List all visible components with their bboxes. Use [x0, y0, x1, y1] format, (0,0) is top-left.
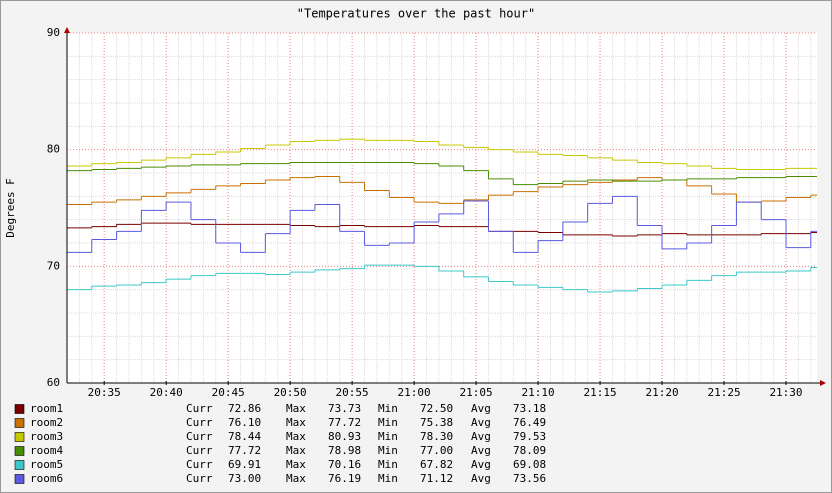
chart-title: "Temperatures over the past hour" — [297, 7, 535, 21]
stat-label: Min — [378, 402, 398, 415]
x-tick-label: 20:40 — [150, 386, 183, 399]
stat-label: Avg — [471, 402, 491, 415]
step-connector — [91, 139, 787, 170]
stat-value: 78.98 — [328, 444, 361, 457]
stat-label: Max — [286, 444, 306, 457]
x-tick-label: 21:05 — [460, 386, 493, 399]
step-connector — [91, 176, 812, 205]
x-arrow — [820, 380, 826, 386]
stat-label: Min — [378, 416, 398, 429]
stat-label: Max — [286, 472, 306, 485]
series-group — [67, 138, 817, 293]
x-tick-label: 21:00 — [398, 386, 431, 399]
legend-label: room6 — [30, 472, 63, 485]
x-tick-label: 21:10 — [522, 386, 555, 399]
stat-label: Avg — [471, 430, 491, 443]
step-connector — [91, 196, 812, 253]
axes — [64, 27, 826, 386]
stat-label: Avg — [471, 472, 491, 485]
stat-label: Avg — [471, 444, 491, 457]
stat-value: 67.82 — [420, 458, 453, 471]
stat-value: 78.09 — [513, 444, 546, 457]
plot-area — [67, 33, 817, 383]
stat-label: Curr — [186, 472, 213, 485]
stat-value: 73.56 — [513, 472, 546, 485]
stat-value: 73.18 — [513, 402, 546, 415]
legend-swatch — [14, 404, 25, 414]
stat-label: Max — [286, 430, 306, 443]
x-tick-label: 21:20 — [645, 386, 678, 399]
grid — [67, 32, 817, 385]
stat-label: Max — [286, 402, 306, 415]
stat-label: Avg — [471, 416, 491, 429]
x-tick-label: 20:55 — [336, 386, 369, 399]
legend-label: room2 — [30, 416, 63, 429]
stat-value: 73.73 — [328, 402, 361, 415]
stat-value: 75.38 — [420, 416, 453, 429]
legend-swatch — [14, 474, 25, 484]
stat-label: Min — [378, 444, 398, 457]
legend-swatch — [14, 418, 25, 428]
legend-swatch — [14, 432, 25, 442]
legend-swatch — [14, 460, 25, 470]
step-connector — [91, 162, 787, 185]
stat-value: 77.72 — [228, 444, 261, 457]
stat-label: Max — [286, 416, 306, 429]
stat-label: Avg — [471, 458, 491, 471]
stat-value: 71.12 — [420, 472, 453, 485]
stat-value: 76.49 — [513, 416, 546, 429]
y-axis-label: Degrees F — [4, 178, 17, 238]
x-tick-label: 21:15 — [583, 386, 616, 399]
stat-value: 80.93 — [328, 430, 361, 443]
stat-value: 79.53 — [513, 430, 546, 443]
stat-value: 77.00 — [420, 444, 453, 457]
stat-value: 78.30 — [420, 430, 453, 443]
stat-value: 73.00 — [228, 472, 261, 485]
legend-swatch — [14, 446, 25, 456]
x-tick-label: 20:45 — [212, 386, 245, 399]
legend-label: room4 — [30, 444, 63, 457]
x-tick-label: 21:30 — [769, 386, 802, 399]
legend-label: room3 — [30, 430, 63, 443]
stat-value: 72.50 — [420, 402, 453, 415]
stat-label: Min — [378, 472, 398, 485]
stat-value: 69.91 — [228, 458, 261, 471]
stat-label: Curr — [186, 416, 213, 429]
legend-label: room1 — [30, 402, 63, 415]
legend: room1 Curr 72.86 Max 73.73 Min 72.50 Avg 73.18 ro… — [14, 402, 546, 485]
stat-value: 69.08 — [513, 458, 546, 471]
y-tick-label: 90 — [47, 26, 60, 39]
y-arrow — [64, 27, 70, 33]
stat-label: Curr — [186, 402, 213, 415]
legend-label: room5 — [30, 458, 63, 471]
y-tick-label: 70 — [47, 259, 60, 272]
stat-value: 78.44 — [228, 430, 261, 443]
stat-value: 77.72 — [328, 416, 361, 429]
stat-label: Max — [286, 458, 306, 471]
x-tick-label: 20:35 — [88, 386, 121, 399]
y-tick-label: 60 — [47, 376, 60, 389]
stat-value: 76.19 — [328, 472, 361, 485]
stat-label: Curr — [186, 458, 213, 471]
stat-label: Curr — [186, 444, 213, 457]
y-tick-label: 80 — [47, 143, 60, 156]
stat-value: 70.16 — [328, 458, 361, 471]
stat-label: Min — [378, 430, 398, 443]
x-tick-label: 21:25 — [707, 386, 740, 399]
x-tick-label: 20:50 — [274, 386, 307, 399]
stat-label: Min — [378, 458, 398, 471]
stat-value: 72.86 — [228, 402, 261, 415]
stat-value: 76.10 — [228, 416, 261, 429]
stat-label: Curr — [186, 430, 213, 443]
